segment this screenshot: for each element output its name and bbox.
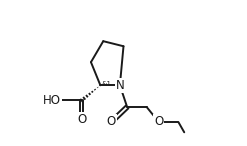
Text: O: O: [77, 113, 86, 126]
Text: O: O: [154, 115, 164, 128]
Text: HO: HO: [43, 94, 61, 107]
Text: O: O: [107, 115, 116, 128]
Text: N: N: [116, 79, 125, 92]
Text: &1: &1: [101, 81, 111, 87]
